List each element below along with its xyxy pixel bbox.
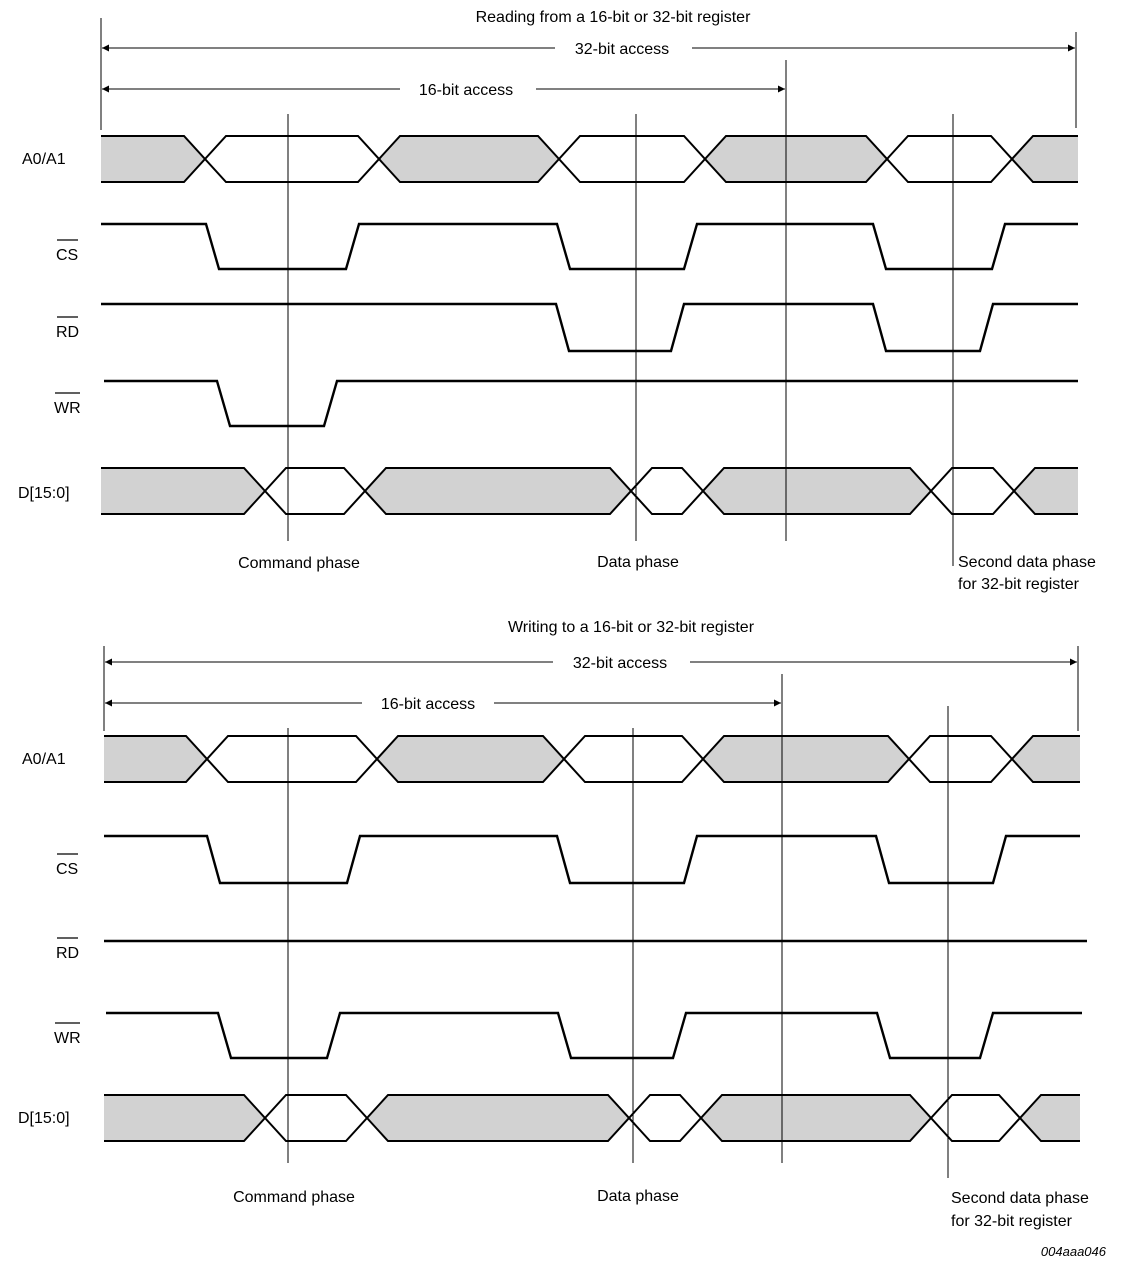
read-wr-waveform bbox=[104, 379, 1078, 428]
write-section-title: Writing to a 16-bit or 32-bit register bbox=[508, 619, 755, 636]
write-data-phase-label: Data phase bbox=[597, 1188, 679, 1205]
read-signal-wr: WR bbox=[54, 400, 81, 417]
write-a0a1-waveform bbox=[104, 735, 1080, 783]
figure-id: 004aaa046 bbox=[1041, 1244, 1107, 1259]
write-data-waveform bbox=[104, 1094, 1080, 1142]
write-wr-waveform bbox=[106, 1011, 1082, 1060]
write-timing-section: Writing to a 16-bit or 32-bit register 3… bbox=[18, 619, 1089, 1230]
write-signal-cs: CS bbox=[56, 861, 78, 878]
read-data-phase-label: Data phase bbox=[597, 554, 679, 571]
read-second-phase-label-1: Second data phase bbox=[958, 554, 1096, 571]
read-cs-waveform bbox=[101, 222, 1078, 271]
write-second-phase-label-1: Second data phase bbox=[951, 1190, 1089, 1207]
read-signal-a0a1: A0/A1 bbox=[22, 151, 66, 168]
write-signal-wr: WR bbox=[54, 1030, 81, 1047]
read-16bit-access-label: 16-bit access bbox=[419, 82, 513, 99]
write-16bit-access-label: 16-bit access bbox=[381, 696, 475, 713]
read-section-title: Reading from a 16-bit or 32-bit register bbox=[476, 9, 751, 26]
read-a0a1-waveform bbox=[101, 135, 1078, 183]
write-command-phase-label: Command phase bbox=[233, 1189, 355, 1206]
write-signal-a0a1: A0/A1 bbox=[22, 751, 66, 768]
read-signal-data: D[15:0] bbox=[18, 485, 70, 502]
read-data-waveform bbox=[101, 467, 1078, 515]
read-signal-cs: CS bbox=[56, 247, 78, 264]
write-32bit-access-label: 32-bit access bbox=[573, 655, 667, 672]
read-timing-section: Reading from a 16-bit or 32-bit register… bbox=[18, 9, 1096, 593]
write-signal-rd: RD bbox=[56, 945, 79, 962]
read-second-phase-label-2: for 32-bit register bbox=[958, 576, 1080, 593]
read-signal-rd: RD bbox=[56, 324, 79, 341]
read-32bit-access-label: 32-bit access bbox=[575, 41, 669, 58]
write-signal-data: D[15:0] bbox=[18, 1110, 70, 1127]
read-command-phase-label: Command phase bbox=[238, 555, 360, 572]
read-rd-waveform bbox=[101, 302, 1078, 353]
write-second-phase-label-2: for 32-bit register bbox=[951, 1213, 1073, 1230]
write-cs-waveform bbox=[104, 834, 1080, 885]
